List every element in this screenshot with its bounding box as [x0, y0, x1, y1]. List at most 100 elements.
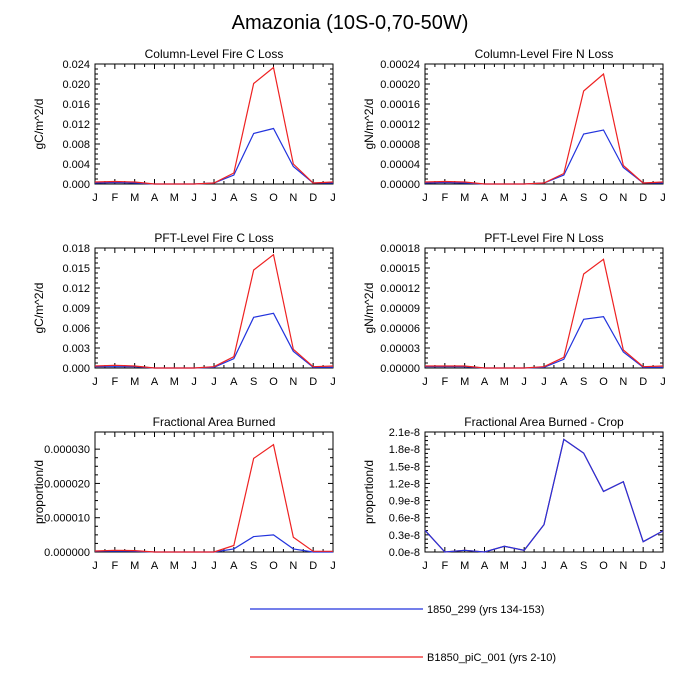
x-tick-label: F	[111, 376, 118, 388]
x-tick-label: A	[481, 376, 489, 388]
x-tick-label: S	[250, 376, 257, 388]
chart-panel: J F M A M J J A S O N D J0.000000.000030.000060.0000…	[362, 231, 666, 388]
chart-title: Fractional Area Burned - Crop	[464, 415, 624, 429]
series-line	[94, 127, 333, 185]
legend-label: 1850_299 (yrs 134-153)	[427, 604, 544, 616]
x-tick-label: J	[660, 192, 666, 204]
x-tick-label: D	[309, 192, 317, 204]
y-tick-label: 0.000	[62, 179, 90, 191]
y-tick-label: 0.0e-8	[389, 547, 420, 559]
figure-title: Amazonia (10S-0,70-50W)	[231, 12, 469, 34]
x-tick-label: J	[521, 560, 527, 572]
x-tick-label: S	[250, 560, 257, 572]
y-tick-label: 0.009	[62, 303, 90, 315]
x-tick-label: J	[92, 376, 98, 388]
y-axis-label: gN/m^2/d	[362, 99, 376, 150]
y-tick-label: 0.000	[62, 363, 90, 375]
chart-panel: J F M A M J J A S O N D J0.0000.0030.0060.0090.0120.…	[32, 231, 336, 388]
y-tick-label: 0.015	[62, 263, 90, 275]
series-line	[95, 312, 333, 369]
x-tick-label: F	[441, 560, 448, 572]
x-tick-label: N	[619, 560, 627, 572]
x-tick-label: S	[580, 192, 587, 204]
y-tick-label: 0.00012	[380, 283, 420, 295]
y-tick-label: 0.024	[62, 59, 90, 71]
x-tick-label: J	[541, 376, 547, 388]
x-tick-label: A	[560, 560, 568, 572]
plot-frame	[94, 247, 334, 369]
chart-panel: J F M A M J J A S O N D J0.0000000.0000100.0000200.0…	[32, 415, 336, 572]
y-tick-label: 0.00015	[380, 263, 420, 275]
x-tick-label: J	[191, 192, 197, 204]
x-tick-label: J	[521, 192, 527, 204]
x-tick-label: J	[330, 560, 336, 572]
x-tick-label: A	[560, 376, 568, 388]
x-tick-label: D	[639, 376, 647, 388]
y-tick-label: 1.5e-8	[389, 461, 420, 473]
x-tick-label: M	[170, 192, 179, 204]
x-tick-label: N	[619, 376, 627, 388]
x-tick-label: M	[500, 560, 509, 572]
x-tick-label: F	[111, 560, 118, 572]
series-line	[94, 66, 334, 185]
plot-frame	[94, 431, 334, 553]
x-tick-label: O	[599, 560, 608, 572]
x-tick-label: M	[460, 192, 469, 204]
y-axis-label: gN/m^2/d	[362, 283, 376, 334]
y-tick-label: 0.00008	[380, 139, 420, 151]
x-tick-label: J	[92, 560, 98, 572]
series-line	[424, 129, 663, 185]
x-tick-label: M	[170, 376, 179, 388]
x-tick-label: J	[521, 376, 527, 388]
x-tick-label: M	[500, 376, 509, 388]
series-line	[425, 316, 663, 369]
x-tick-label: A	[560, 192, 568, 204]
x-tick-label: A	[151, 376, 159, 388]
x-tick-label: J	[660, 560, 666, 572]
x-tick-label: F	[441, 192, 448, 204]
x-tick-label: A	[481, 560, 489, 572]
y-tick-label: 0.000000	[44, 547, 90, 559]
y-tick-label: 0.00018	[380, 243, 420, 255]
y-tick-label: 0.00024	[380, 59, 420, 71]
x-tick-label: A	[481, 192, 489, 204]
x-tick-label: J	[422, 376, 428, 388]
legend-label: B1850_piC_001 (yrs 2-10)	[427, 652, 556, 664]
x-tick-label: S	[580, 560, 587, 572]
y-tick-label: 0.000030	[44, 444, 90, 456]
y-tick-label: 1.8e-8	[389, 444, 420, 456]
y-axis-label: gC/m^2/d	[32, 283, 46, 334]
x-tick-label: J	[422, 560, 428, 572]
x-tick-label: J	[330, 376, 336, 388]
series-line	[424, 72, 664, 185]
series-line	[424, 438, 664, 553]
chart-title: PFT-Level Fire C Loss	[154, 231, 273, 245]
chart-title: Column-Level Fire C Loss	[145, 47, 284, 61]
legend-item: 1850_299 (yrs 134-153)	[250, 604, 544, 616]
y-tick-label: 0.00012	[380, 119, 420, 131]
plot-frame	[424, 247, 664, 369]
y-tick-label: 0.3e-8	[389, 530, 420, 542]
x-tick-label: A	[151, 192, 159, 204]
chart-panel: J F M A M J J A S O N D J0.0000.0040.0080.0120.0160.…	[32, 47, 336, 204]
x-tick-label: J	[541, 560, 547, 572]
x-tick-label: M	[460, 560, 469, 572]
y-tick-label: 0.00003	[380, 343, 420, 355]
x-tick-label: O	[269, 560, 278, 572]
series-line	[94, 253, 334, 369]
plot-frame	[424, 63, 664, 185]
y-tick-label: 0.008	[62, 139, 90, 151]
y-tick-label: 0.00004	[380, 159, 420, 171]
x-tick-label: M	[130, 192, 139, 204]
x-tick-label: O	[599, 192, 608, 204]
y-tick-label: 1.2e-8	[389, 478, 420, 490]
x-tick-label: J	[191, 376, 197, 388]
x-tick-label: D	[639, 192, 647, 204]
x-tick-label: J	[422, 192, 428, 204]
y-tick-label: 0.00000	[380, 179, 420, 191]
y-tick-label: 0.00009	[380, 303, 420, 315]
y-tick-label: 0.00006	[380, 323, 420, 335]
y-tick-label: 0.9e-8	[389, 496, 420, 508]
x-tick-label: O	[269, 376, 278, 388]
